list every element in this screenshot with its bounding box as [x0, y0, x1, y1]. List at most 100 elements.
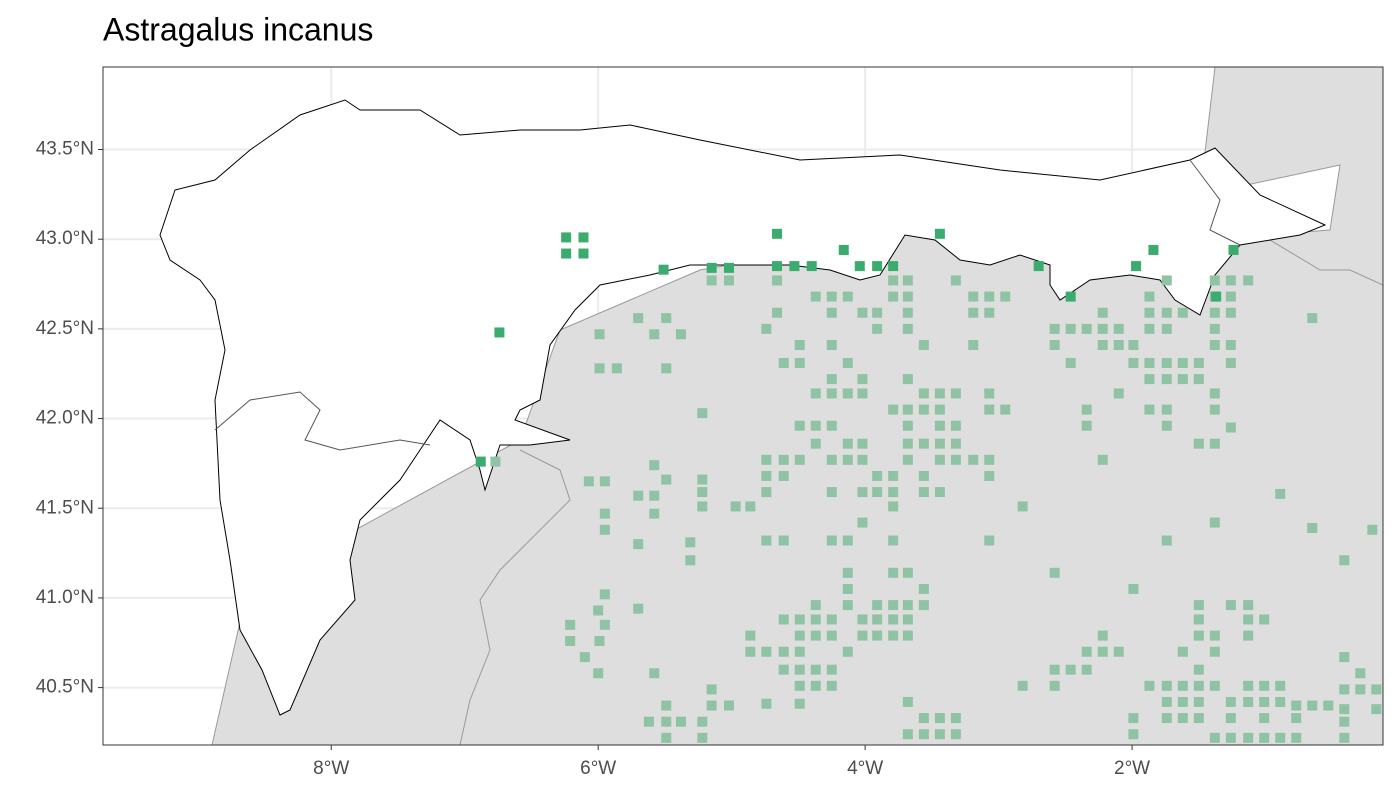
point: [1177, 357, 1188, 368]
point: [697, 716, 708, 727]
point: [888, 567, 899, 578]
point: [1161, 307, 1172, 318]
point: [842, 535, 853, 546]
panel-border: [102, 66, 1384, 746]
point: [1097, 646, 1108, 657]
point: [1339, 684, 1350, 695]
point: [1225, 696, 1236, 707]
point: [599, 524, 610, 535]
point: [594, 635, 605, 646]
point: [723, 275, 734, 286]
point: [1081, 323, 1092, 334]
point: [649, 668, 660, 679]
point: [1259, 696, 1270, 707]
point: [902, 729, 913, 740]
point: [1225, 357, 1236, 368]
point: [902, 323, 913, 334]
point: [1225, 732, 1236, 743]
point: [1193, 630, 1204, 641]
point: [649, 329, 660, 340]
point: [918, 470, 929, 481]
point: [810, 388, 821, 399]
point: [1144, 291, 1155, 302]
point: [950, 729, 961, 740]
point: [1177, 696, 1188, 707]
point: [902, 630, 913, 641]
point: [826, 291, 837, 302]
point: [1128, 340, 1139, 351]
point: [842, 357, 853, 368]
point: [888, 501, 899, 512]
point: [934, 438, 945, 449]
point: [1097, 323, 1108, 334]
point: [1161, 404, 1172, 415]
border: [1189, 159, 1241, 246]
point: [633, 539, 644, 550]
point: [1211, 291, 1222, 302]
point: [857, 614, 868, 625]
point: [1225, 340, 1236, 351]
point: [761, 698, 772, 709]
point: [761, 323, 772, 334]
point: [984, 404, 995, 415]
point: [697, 474, 708, 485]
point: [902, 454, 913, 465]
point: [1097, 340, 1108, 351]
point: [1355, 668, 1366, 679]
point: [1081, 404, 1092, 415]
point: [934, 228, 945, 239]
point: [1225, 713, 1236, 724]
point: [593, 668, 604, 679]
point: [1128, 583, 1139, 594]
point: [761, 646, 772, 657]
point: [685, 555, 696, 566]
point: [593, 605, 604, 616]
point: [842, 454, 853, 465]
point: [902, 438, 913, 449]
point: [723, 262, 734, 273]
point: [649, 460, 660, 471]
point: [1209, 323, 1220, 334]
point: [565, 635, 576, 646]
point: [1113, 388, 1124, 399]
point: [984, 454, 995, 465]
y-tick-label: 43.5°N: [36, 139, 94, 160]
point: [1049, 664, 1060, 675]
point: [826, 535, 837, 546]
point: [810, 680, 821, 691]
point: [761, 487, 772, 498]
point: [633, 603, 644, 614]
point: [857, 307, 868, 318]
point: [810, 420, 821, 431]
point: [633, 490, 644, 501]
point: [599, 589, 610, 600]
point: [1161, 420, 1172, 431]
point: [697, 487, 708, 498]
point: [1193, 600, 1204, 611]
point: [888, 291, 899, 302]
point: [1339, 704, 1350, 715]
point: [1323, 700, 1334, 711]
point: [778, 646, 789, 657]
point: [1193, 664, 1204, 675]
point: [578, 232, 589, 243]
point: [778, 454, 789, 465]
point: [1049, 680, 1060, 691]
point: [984, 535, 995, 546]
point: [594, 363, 605, 374]
point: [1144, 307, 1155, 318]
points: [475, 228, 1382, 743]
point: [794, 630, 805, 641]
point: [778, 357, 789, 368]
point: [561, 248, 572, 259]
point: [1307, 522, 1318, 533]
point: [1177, 307, 1188, 318]
point: [1209, 438, 1220, 449]
point: [599, 476, 610, 487]
point: [745, 501, 756, 512]
point: [723, 700, 734, 711]
point: [888, 600, 899, 611]
point: [594, 329, 605, 340]
point: [1291, 700, 1302, 711]
point: [1209, 275, 1220, 286]
